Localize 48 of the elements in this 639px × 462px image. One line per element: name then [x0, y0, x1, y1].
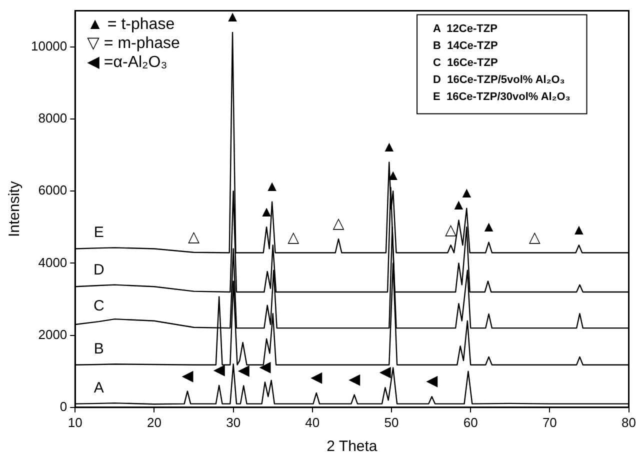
annotation: B	[94, 340, 104, 358]
annotation: ◀ =α-Al₂O₃	[87, 54, 168, 72]
y-tick-label: 6000	[38, 182, 68, 198]
y-tick-label: 4000	[38, 254, 68, 270]
x-tick-label: 10	[68, 414, 82, 430]
x-tick-label: 70	[542, 414, 557, 430]
annotation: C	[93, 298, 104, 315]
annotation: D	[93, 262, 104, 279]
annotation: ▽ = m-phase	[87, 35, 180, 52]
annotation: ▲ = t-phase	[87, 16, 175, 34]
y-axis-title: Intensity	[6, 180, 24, 238]
x-tick-label: 20	[147, 414, 162, 430]
annotation: ▲	[572, 221, 586, 238]
x-tick-label: 50	[384, 414, 399, 430]
annotation: A	[94, 380, 104, 397]
x-tick-label: 80	[622, 414, 636, 430]
annotation: E	[94, 224, 104, 242]
y-tick-label: 2000	[38, 326, 68, 342]
annotation: ◀	[213, 362, 226, 379]
y-tick-label: 0	[60, 398, 68, 414]
y-tick-label: 10000	[30, 38, 68, 54]
annotation: △	[332, 215, 345, 232]
annotation: ◀	[182, 367, 194, 384]
annotation: ▲	[382, 138, 397, 156]
annotation: △	[445, 221, 458, 238]
annotation: ▲	[264, 178, 280, 196]
annotation: D 16Ce-TZP/5vol% Al₂O₃	[433, 74, 565, 86]
annotation: ◀	[238, 362, 250, 379]
annotation: ◀	[310, 369, 323, 386]
annotation: A 12Ce-TZP	[433, 22, 498, 35]
annotation: ◀	[348, 370, 361, 388]
annotation: ◀	[426, 372, 438, 390]
annotation: ◀	[259, 358, 272, 376]
annotation: △	[528, 228, 541, 246]
annotation: ▲	[225, 8, 240, 26]
annotation: △	[188, 228, 200, 246]
annotation: △	[288, 228, 300, 246]
y-tick-label: 8000	[38, 110, 68, 126]
x-axis-title: 2 Theta	[326, 438, 378, 456]
annotation: ▲	[481, 218, 496, 236]
x-tick-label: 40	[305, 414, 320, 430]
annotation: B 14Ce-TZP	[433, 40, 498, 52]
x-tick-label: 60	[463, 414, 478, 430]
annotation: C 16Ce-TZP	[433, 56, 498, 69]
annotation: ▲	[259, 203, 274, 220]
annotation: E 16Ce-TZP/30vol% Al₂O₃	[433, 90, 570, 103]
x-tick-label: 30	[226, 414, 241, 430]
annotation: ◀	[379, 364, 392, 381]
